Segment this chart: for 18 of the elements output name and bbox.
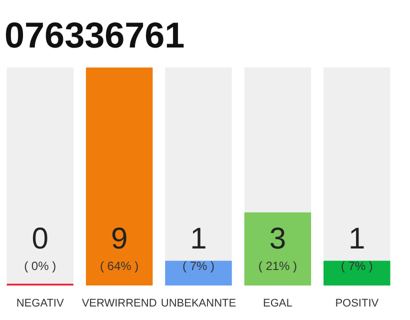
x-tick-label: EGAL [263,298,292,310]
x-tick-label: NEGATIV [16,298,64,310]
annotation: ( 0% ) [24,258,56,273]
bar [324,260,390,286]
annotation: ( 21% ) [258,258,298,273]
bar [165,260,232,286]
annotation: ( 7% ) [182,258,215,273]
data-label: 1 [348,222,366,256]
annotation: ( 7% ) [340,258,373,273]
chart-title: 076336761 [4,14,185,56]
x-tick-label: UNBEKANNTE [160,298,236,310]
data-label: 3 [269,222,286,256]
data-label: 1 [190,222,207,256]
x-tick-label: VERWIRREND [82,298,157,310]
data-label: 0 [32,222,48,256]
data-label: 9 [110,222,128,256]
annotation: ( 64% ) [100,258,139,273]
x-tick-label: POSITIV [335,298,380,310]
